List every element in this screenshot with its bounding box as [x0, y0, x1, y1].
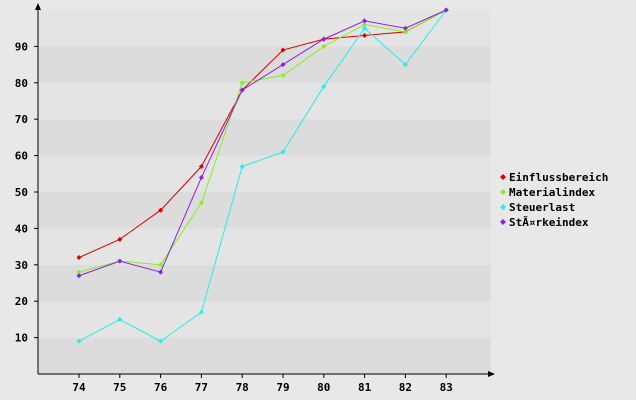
data-point [76, 255, 82, 261]
grid-band [38, 46, 491, 83]
legend-marker [500, 204, 506, 210]
grid-band [38, 119, 491, 156]
x-tick-label: 82 [399, 381, 412, 394]
data-point [280, 149, 286, 155]
data-point [239, 80, 245, 86]
y-tick-label: 30 [15, 259, 28, 272]
grid-band [38, 264, 491, 302]
data-point [198, 309, 204, 315]
grid-band [38, 10, 491, 47]
data-point [158, 207, 164, 213]
x-tick-label: 83 [440, 381, 453, 394]
x-tick-label: 75 [113, 381, 126, 394]
data-point [76, 269, 82, 275]
x-tick-label: 76 [154, 381, 168, 394]
series-line [78, 9, 447, 277]
legend-label: Materialindex [509, 186, 595, 199]
y-tick-label: 50 [15, 186, 28, 199]
grid-band [38, 155, 491, 192]
y-tick-label: 70 [15, 113, 28, 126]
y-axis-arrow [35, 3, 41, 10]
legend-label: Steuerlast [509, 201, 575, 214]
data-point [198, 164, 204, 170]
legend-label: Einflussbereich [509, 171, 608, 184]
data-point [280, 47, 286, 53]
data-point [402, 62, 408, 68]
legend-label: StÃ¤rkeindex [509, 216, 589, 229]
y-tick-label: 20 [15, 295, 28, 308]
data-point [76, 273, 82, 279]
data-point [362, 25, 368, 31]
data-point [239, 164, 245, 170]
grid-band [38, 337, 491, 374]
x-axis-arrow [488, 371, 495, 377]
data-point [321, 36, 327, 42]
x-tick-label: 74 [72, 381, 86, 394]
data-point [117, 258, 123, 264]
data-point [321, 83, 327, 89]
y-tick-label: 10 [15, 332, 28, 345]
data-point [158, 269, 164, 275]
data-point [158, 262, 164, 268]
grid-band [38, 228, 491, 265]
grid-band [38, 192, 491, 229]
data-point [402, 29, 408, 35]
y-tick-label: 60 [15, 150, 28, 163]
data-point [117, 236, 123, 242]
data-point [280, 62, 286, 68]
data-point [280, 73, 286, 79]
data-point [117, 316, 123, 322]
grid-band [38, 82, 491, 120]
y-tick-label: 40 [15, 222, 28, 235]
data-point [362, 22, 368, 28]
y-tick-label: 90 [15, 40, 28, 53]
data-point [443, 7, 449, 13]
x-tick-label: 81 [358, 381, 372, 394]
x-tick-label: 80 [317, 381, 330, 394]
data-point [76, 338, 82, 344]
y-tick-label: 80 [15, 77, 28, 90]
data-point [239, 87, 245, 93]
data-point [362, 32, 368, 38]
data-point [198, 174, 204, 180]
series-line [78, 9, 447, 258]
x-tick-label: 78 [236, 381, 249, 394]
grid-band [38, 301, 491, 338]
data-point [402, 25, 408, 31]
x-tick-label: 79 [276, 381, 289, 394]
x-tick-label: 77 [195, 381, 208, 394]
data-point [198, 200, 204, 206]
data-point [362, 18, 368, 24]
data-point [321, 43, 327, 49]
legend-marker [500, 174, 506, 180]
data-point [158, 338, 164, 344]
series-line [78, 9, 447, 273]
series-line [78, 9, 447, 342]
legend-marker [500, 219, 506, 225]
legend-marker [500, 189, 506, 195]
